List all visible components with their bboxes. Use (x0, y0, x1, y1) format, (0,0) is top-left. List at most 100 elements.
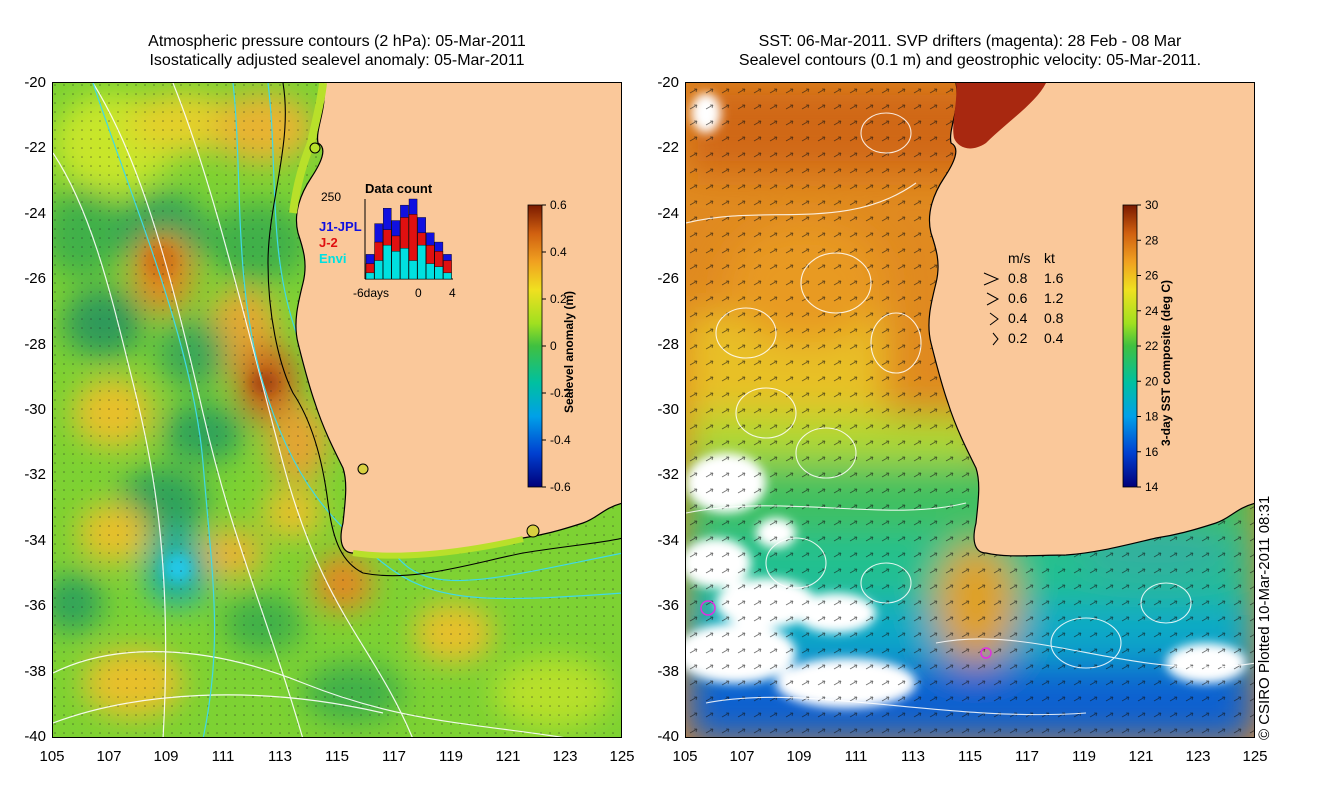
sealevel-colorbar-label: Sealevel anomaly (m) (562, 291, 576, 413)
x-tick-label: 125 (609, 748, 635, 765)
inset-x-label-end: 4 (449, 286, 456, 300)
y-tick-label: -22 (24, 139, 46, 157)
y-tick-label: -26 (24, 270, 46, 288)
credit-text: © CSIRO Plotted 10-Mar-2011 08:31 (1256, 495, 1273, 740)
y-tick-label: -34 (657, 531, 679, 549)
velocity-ms-value: 0.4 (1008, 310, 1028, 326)
x-tick-label: 109 (786, 748, 812, 765)
velocity-legend-kt-header: kt (1044, 250, 1055, 266)
x-tick-label: 105 (39, 748, 65, 765)
colorbar-tick-label: 22 (1145, 339, 1159, 353)
y-tick-label: -30 (24, 401, 46, 418)
right-title-line1: SST: 06-Mar-2011. SVP drifters (magenta)… (758, 33, 1182, 50)
velocity-arrow-icon (986, 292, 1000, 306)
x-tick-label: 113 (901, 748, 925, 765)
y-tick-label: -32 (24, 466, 46, 484)
sst-colorbar: 30 28 26 24 22 20 18 16 14 3-day SST composite (… (1122, 198, 1173, 494)
right-title-line2: Sealevel contours (0.1 m) and geostrophi… (738, 52, 1202, 69)
x-tick-label: 111 (211, 748, 235, 765)
velocity-ms-value: 0.2 (1008, 330, 1028, 346)
x-tick-label: 117 (382, 748, 406, 765)
y-tick-label: -24 (657, 204, 679, 222)
histogram-bar-envi (383, 244, 392, 280)
y-tick-label: -34 (24, 531, 46, 549)
y-tick-label: -38 (657, 662, 679, 680)
histogram-bar-envi (391, 251, 401, 280)
y-tick-label: -36 (657, 597, 679, 615)
left-title-line2: Isostatically adjusted sealevel anomaly:… (149, 52, 525, 69)
x-tick-label: 105 (672, 748, 698, 765)
colorbar-tick-label: 18 (1145, 410, 1159, 424)
x-tick-label: 107 (96, 748, 122, 765)
x-tick-label: 119 (439, 748, 463, 765)
x-tick-label: 109 (153, 748, 179, 765)
colorbar-tick-label: 0.2 (550, 292, 567, 306)
velocity-legend-ms-header: m/s (1008, 250, 1031, 266)
velocity-arrow-icon (983, 272, 1000, 286)
velocity-kt-value: 1.2 (1044, 290, 1064, 306)
histogram-bar-envi (434, 266, 444, 280)
x-tick-label: 107 (729, 748, 755, 765)
histogram-bar-envi (374, 260, 383, 280)
y-tick-label: -28 (24, 335, 46, 353)
sst-colorbar-label: 3-day SST composite (deg C) (1159, 280, 1173, 446)
y-tick-label: -32 (657, 466, 679, 484)
colorbar-tick-label: -0.2 (550, 386, 571, 400)
velocity-arrow-icon (989, 312, 999, 326)
legend-j2: J-2 (319, 235, 338, 250)
x-tick-label: 125 (1242, 748, 1268, 765)
inset-x-label-start: -6days (353, 286, 389, 300)
sealevel-colorbar: 0.6 0.4 0.2 0 -0.2 -0.4 -0.6 Sealevel anomaly … (527, 198, 576, 494)
histogram-bar-envi (400, 248, 409, 280)
colorbar-tick-label: 14 (1145, 480, 1159, 494)
velocity-arrow-icon (992, 332, 999, 346)
histogram-bar-envi (426, 263, 435, 280)
histogram-bar-envi (443, 272, 452, 280)
colorbar-tick-label: -0.4 (550, 433, 571, 447)
colorbar-tick-label: 20 (1145, 374, 1159, 388)
velocity-legend: m/s kt 0.8 1.6 0.6 1.2 0.4 0.8 0.2 0.4 (983, 250, 1064, 346)
drifter-track (980, 647, 992, 659)
y-tick-label: -20 (24, 74, 46, 91)
y-tick-label: -40 (657, 728, 679, 745)
colorbar-tick-label: 24 (1145, 304, 1159, 318)
legend-j1-jpl: J1-JPL (319, 219, 362, 234)
y-tick-label: -30 (657, 401, 679, 418)
y-tick-label: -26 (657, 270, 679, 288)
y-tick-label: -20 (657, 74, 679, 91)
colorbar-tick-label: 0.4 (550, 245, 567, 259)
velocity-kt-value: 0.8 (1044, 310, 1064, 326)
left-title-line1: Atmospheric pressure contours (2 hPa): 0… (148, 33, 526, 50)
y-tick-label: -36 (24, 597, 46, 615)
legend-envi: Envi (319, 251, 346, 266)
drifter-track (700, 600, 716, 616)
x-tick-label: 113 (268, 748, 292, 765)
inset-title: Data count (365, 181, 433, 196)
sealevel-map-graphic: Data count 250 J1-JPL J-2 Envi -6days 0 … (53, 83, 621, 737)
sealevel-anomaly-map: Data count 250 J1-JPL J-2 Envi -6days 0 … (52, 82, 622, 738)
colorbar-tick-label: 0 (550, 339, 557, 353)
x-tick-label: 115 (325, 748, 349, 765)
x-tick-label: 121 (1128, 748, 1154, 765)
x-tick-label: 115 (958, 748, 982, 765)
velocity-ms-value: 0.6 (1008, 290, 1028, 306)
inset-x-label-zero: 0 (415, 286, 422, 300)
y-tick-label: -24 (24, 204, 46, 222)
x-tick-label: 121 (495, 748, 521, 765)
y-tick-label: -38 (24, 662, 46, 680)
colorbar-tick-label: 16 (1145, 445, 1159, 459)
colorbar-tick-label: -0.6 (550, 480, 571, 494)
y-tick-label: -40 (24, 728, 46, 745)
colorbar-tick-label: 0.6 (550, 198, 567, 212)
histogram-bar-envi (365, 272, 375, 280)
velocity-ms-value: 0.8 (1008, 270, 1028, 286)
y-tick-label: -22 (657, 139, 679, 157)
velocity-kt-value: 0.4 (1044, 330, 1064, 346)
x-tick-label: 123 (552, 748, 578, 765)
colorbar-tick-label: 26 (1145, 269, 1159, 283)
inset-y-label: 250 (321, 190, 341, 204)
colorbar-tick-label: 30 (1145, 198, 1159, 212)
data-count-histogram: Data count 250 J1-JPL J-2 Envi -6days 0 … (319, 181, 456, 300)
histogram-bar-envi (417, 244, 426, 280)
colorbar-tick-label: 28 (1145, 233, 1159, 247)
